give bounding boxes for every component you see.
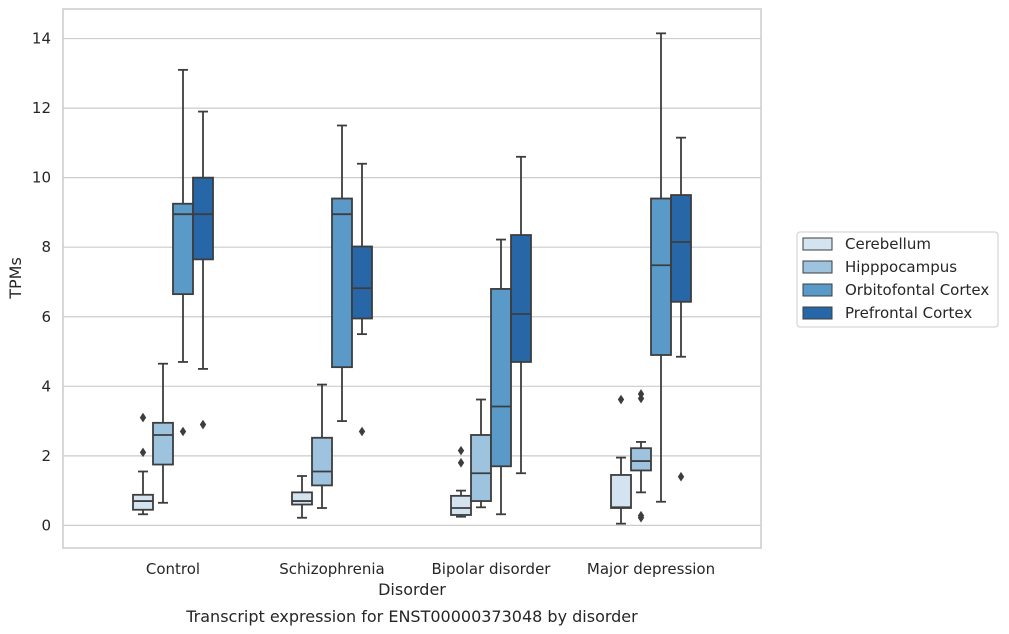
legend-swatch — [802, 283, 833, 297]
box-1-1 — [311, 383, 333, 509]
box-body — [470, 434, 492, 502]
box-2-3 — [650, 32, 672, 503]
legend-label: Cerebellum — [845, 235, 931, 253]
outlier-point — [457, 458, 465, 468]
chart-caption: Transcript expression for ENST0000037304… — [185, 607, 638, 626]
box-body — [311, 436, 333, 487]
box-series — [132, 32, 692, 525]
legend-swatch — [802, 260, 833, 274]
legend: Cerebellum Hipppocampus Orbitofontal Corte… — [796, 231, 999, 328]
box-0-2 — [450, 445, 472, 518]
legend-label: Orbitofontal Cortex — [845, 281, 989, 299]
legend-label: Hipppocampus — [845, 258, 957, 276]
legend-swatch — [802, 306, 833, 320]
plot-frame — [62, 8, 762, 549]
box-3-0 — [192, 110, 214, 430]
y-tick-label: 6 — [41, 308, 51, 326]
y-tick-labels: 0 2 4 6 8 10 12 14 — [32, 30, 51, 535]
box-1-3 — [630, 389, 652, 523]
y-tick-label: 14 — [32, 30, 51, 48]
x-tick-label: Bipolar disorder — [432, 560, 552, 578]
legend-frame — [796, 231, 999, 328]
box-0-3 — [610, 394, 632, 525]
box-body — [630, 447, 652, 472]
y-tick-label: 12 — [32, 99, 51, 117]
y-tick-label: 2 — [41, 447, 51, 465]
box-3-3 — [670, 136, 692, 482]
outlier-point — [199, 419, 207, 430]
box-body — [510, 234, 532, 363]
outlier-point — [358, 426, 366, 437]
box-body — [291, 491, 313, 506]
outlier-point — [457, 445, 465, 456]
box-body — [670, 194, 692, 303]
box-3-1 — [351, 162, 373, 437]
outlier-point — [637, 510, 645, 521]
box-0-0 — [132, 412, 154, 516]
box-body — [450, 494, 472, 516]
x-tick-label: Major depression — [587, 560, 715, 578]
box-3-2 — [510, 155, 532, 475]
outlier-point — [637, 389, 645, 399]
legend-swatch — [802, 237, 833, 251]
x-tick-labels: Control Schizophrenia Bipolar disorder Majo… — [146, 560, 715, 578]
outlier-point — [617, 394, 625, 405]
y-tick-label: 10 — [32, 169, 51, 187]
box-body — [331, 197, 353, 369]
y-axis-label: TPMs — [6, 257, 25, 300]
x-axis-label: Disorder — [378, 580, 446, 599]
y-tick-label: 8 — [41, 238, 51, 256]
box-2-2 — [490, 238, 512, 516]
box-body — [152, 421, 174, 466]
box-body — [192, 176, 214, 261]
box-0-1 — [291, 475, 313, 519]
outlier-point — [139, 412, 147, 423]
grid-lines — [63, 37, 761, 526]
y-tick-label: 0 — [41, 516, 51, 534]
box-body — [172, 202, 194, 296]
box-body — [351, 245, 373, 320]
box-body — [650, 197, 672, 356]
x-tick-label: Control — [146, 560, 200, 578]
box-1-2 — [470, 398, 492, 509]
box-body — [610, 474, 632, 509]
box-body — [490, 288, 512, 468]
outlier-point — [179, 426, 187, 437]
box-1-0 — [152, 362, 174, 504]
outlier-point — [677, 471, 685, 482]
box-body — [132, 493, 154, 511]
x-tick-label: Schizophrenia — [279, 560, 384, 578]
y-tick-label: 4 — [41, 377, 51, 395]
legend-label: Prefrontal Cortex — [845, 304, 972, 322]
outlier-point — [139, 447, 147, 458]
